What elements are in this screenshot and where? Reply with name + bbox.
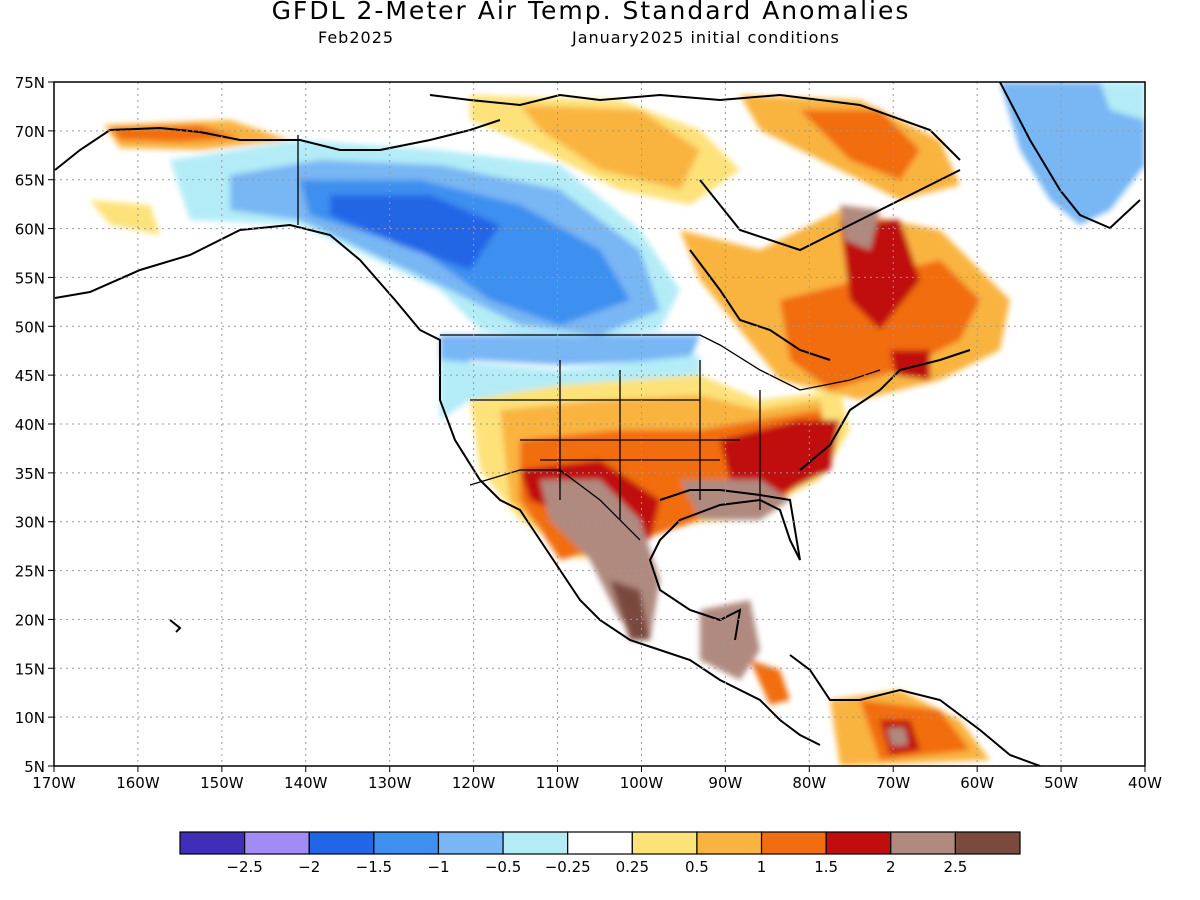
colorbar-swatch xyxy=(696,831,763,855)
lon-label: 80W xyxy=(792,774,826,792)
colorbar-label: 0.5 xyxy=(685,858,709,876)
lon-label: 110W xyxy=(536,774,580,792)
borders xyxy=(297,135,881,541)
colorbar-swatch xyxy=(631,831,698,855)
latitude-labels: 75N 70N 65N 60N 55N 50N 45N 40N 35N 30N 25N 20N 15N 1… xyxy=(15,74,54,776)
graticule xyxy=(54,82,1145,766)
lon-label: 100W xyxy=(620,774,664,792)
lon-label: 140W xyxy=(284,774,328,792)
lat-label: 25N xyxy=(15,563,45,581)
anomaly-field xyxy=(90,82,1145,766)
lon-label: 150W xyxy=(200,774,244,792)
lon-label: 50W xyxy=(1044,774,1078,792)
colorbar-swatch xyxy=(373,831,440,855)
lat-label: 10N xyxy=(15,709,45,727)
longitude-labels: 170W 160W 150W 140W 130W 120W 110W 100W 90W 80W 70… xyxy=(32,766,1162,792)
colorbar-label: 2.5 xyxy=(943,858,967,876)
colorbar-swatch xyxy=(890,831,956,855)
colorbar-swatch xyxy=(567,831,633,855)
colorbar-label: 0.25 xyxy=(616,858,649,876)
colorbar-swatch xyxy=(437,831,504,855)
lon-label: 90W xyxy=(708,774,742,792)
lat-label: 30N xyxy=(15,514,45,532)
lat-label: 70N xyxy=(15,123,45,141)
colorbar-swatch xyxy=(502,831,569,855)
colorbar-label: 1 xyxy=(757,858,767,876)
lon-label: 130W xyxy=(368,774,412,792)
lon-label: 70W xyxy=(876,774,910,792)
lat-label: 60N xyxy=(15,221,45,239)
lon-label: 160W xyxy=(116,774,160,792)
lon-label: 170W xyxy=(32,774,76,792)
lat-label: 45N xyxy=(15,367,45,385)
lon-label: 120W xyxy=(452,774,496,792)
colorbar-swatch xyxy=(760,831,827,855)
colorbar-label: 2 xyxy=(886,858,896,876)
lat-label: 50N xyxy=(15,318,45,336)
colorbar-label: −1 xyxy=(427,858,449,876)
colorbar-label: −2 xyxy=(298,858,320,876)
colorbar-swatch xyxy=(825,831,892,855)
colorbar-swatch xyxy=(179,831,246,855)
lat-label: 55N xyxy=(15,269,45,287)
lat-label: 15N xyxy=(15,660,45,678)
colorbar-label: 1.5 xyxy=(814,858,838,876)
lon-label: 60W xyxy=(960,774,994,792)
colorbar-label: −0.25 xyxy=(545,858,591,876)
lon-label: 40W xyxy=(1128,774,1162,792)
lat-label: 5N xyxy=(24,758,45,776)
lat-label: 35N xyxy=(15,465,45,483)
colorbar-swatch xyxy=(244,831,310,855)
lat-label: 20N xyxy=(15,611,45,629)
initial-conditions: January2025 initial conditions xyxy=(572,28,840,47)
lat-label: 65N xyxy=(15,172,45,190)
colorbar-swatch xyxy=(954,831,1021,855)
colorbar-label: −1.5 xyxy=(356,858,392,876)
lat-label: 75N xyxy=(15,74,45,92)
colorbar-swatch xyxy=(308,831,375,855)
colorbar-label: −0.5 xyxy=(485,858,521,876)
chart-title: GFDL 2-Meter Air Temp. Standard Anomalie… xyxy=(271,0,911,25)
lat-label: 40N xyxy=(15,416,45,434)
colorbar-label: −2.5 xyxy=(226,858,262,876)
forecast-month: Feb2025 xyxy=(318,28,395,47)
